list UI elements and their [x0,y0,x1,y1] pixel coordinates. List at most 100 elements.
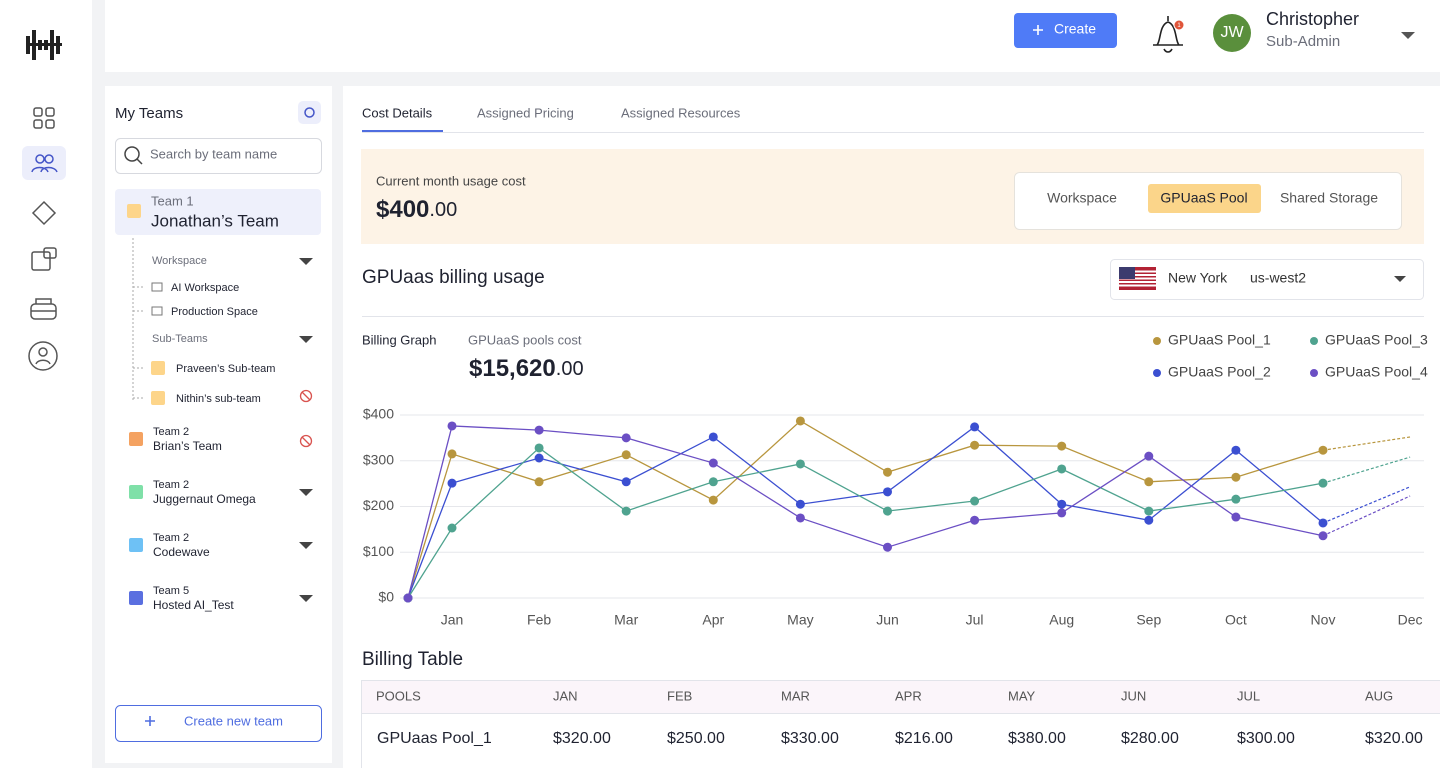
teams-settings[interactable] [298,101,321,124]
x-tick-label: Mar [614,612,638,628]
team-swatch [129,432,143,446]
column-header: JUN [1121,688,1146,703]
table-cell: $216.00 [895,730,953,747]
column-header: POOLS [376,688,421,703]
tab-underline [362,130,443,132]
data-point [883,487,892,497]
data-point [1231,445,1241,455]
data-point [795,499,805,509]
x-tick-label: Apr [702,612,724,628]
total-label: GPUaaS pools cost [468,332,582,347]
subteam-item[interactable]: Nithin’s sub-team [176,393,261,405]
team-name[interactable]: Juggernaut Omega [153,492,256,506]
y-tick-label: $400 [363,406,394,422]
x-tick-label: Jul [966,612,984,628]
data-point [1144,477,1154,487]
usage-title: GPUaas billing usage [362,267,545,288]
divider [362,316,1424,317]
create-button[interactable]: Create [1014,13,1117,48]
nav-settings[interactable] [28,341,58,371]
tree-lines [132,238,145,400]
data-point [534,443,544,453]
billing-chart: $0 $100 $200 $300 $400 Jan Feb Mar Apr May Jun Jul A… [363,332,1428,628]
data-point [1144,515,1154,525]
blocked-icon [299,389,313,403]
team-label: Team 2 [153,426,189,438]
user-name: Christopher [1266,9,1359,29]
data-point [1318,531,1328,541]
team-label: Team 2 [153,479,189,491]
series-forecast [1322,486,1411,524]
series-line [407,447,1324,599]
cost-dollars: $400 [376,196,429,223]
subteams-heading: Sub-Teams [152,333,208,345]
expand-caret[interactable] [299,542,313,549]
team-name: Jonathan’s Team [151,211,279,230]
teams-panel [105,86,332,763]
subteam-swatch [151,361,165,375]
workspace-item[interactable]: Production Space [171,306,258,318]
notification-count: 1 [1177,23,1181,29]
data-point [534,477,544,487]
team-label: Team 2 [153,532,189,544]
nav-dashboard[interactable] [33,107,55,129]
scope-option[interactable]: Shared Storage [1280,190,1378,206]
graph-label: Billing Graph [362,332,436,347]
subteam-item[interactable]: Praveen’s Sub-team [176,363,275,375]
team-search[interactable]: Search by team name [115,138,322,174]
legend-label: GPUaaS Pool_2 [1168,364,1271,380]
expand-caret[interactable] [299,595,313,602]
team-name[interactable]: Hosted AI_Test [153,598,234,612]
tab[interactable]: Cost Details [362,105,433,120]
data-point [795,416,805,426]
table-title: Billing Table [362,649,463,670]
expand-caret[interactable] [299,489,313,496]
y-tick-label: $300 [363,451,394,467]
data-point [708,432,718,442]
x-tick-label: Dec [1398,612,1423,628]
region: us-west2 [1250,270,1306,286]
tab[interactable]: Assigned Pricing [477,105,574,120]
series-forecast [1322,456,1411,484]
teams-title: My Teams [115,105,183,122]
table-header-row [362,681,1440,713]
data-point [403,593,413,603]
location-select[interactable]: New York us-west2 [1110,259,1424,300]
data-point [1318,478,1328,488]
tab[interactable]: Assigned Resources [621,105,741,120]
notifications[interactable]: 1 [1153,16,1185,53]
user-menu-caret[interactable] [1401,32,1415,39]
nav-folders[interactable] [31,247,57,271]
expand-caret[interactable] [299,336,313,343]
data-point [708,495,718,505]
column-header: FEB [667,688,692,703]
team-name[interactable]: Brian’s Team [153,439,222,453]
column-header: MAY [1008,688,1036,703]
create-team-label: Create new team [184,713,283,728]
data-point [621,433,631,443]
create-team-button[interactable]: Create new team [115,705,322,742]
y-tick-label: $200 [363,497,394,513]
data-point [708,458,718,468]
data-point [447,449,457,459]
workspace-item[interactable]: AI Workspace [171,282,239,294]
nav-teams[interactable] [31,154,58,173]
data-point [1231,472,1241,482]
data-point [970,422,980,432]
nav-billing[interactable] [30,298,57,320]
total-dollars: $15,620 [469,355,556,382]
team-item-selected[interactable]: Team 1 Jonathan’s Team [115,189,321,235]
series-forecast [1322,495,1411,537]
column-header: APR [895,688,922,703]
expand-caret[interactable] [299,258,313,265]
nav-resources[interactable] [31,200,57,226]
x-tick-label: May [787,612,813,628]
scope-option[interactable]: GPUaaS Pool [1160,190,1247,206]
total-cents: .00 [556,358,584,380]
data-point [795,513,805,523]
scope-option[interactable]: Workspace [1047,190,1117,206]
x-tick-label: Aug [1049,612,1074,628]
team-name[interactable]: Codewave [153,545,210,559]
data-point [970,496,980,506]
table-cells: POOLS JAN FEB MAR APR MAY JUN JUL AUG GPUaas Pool… [376,688,1423,747]
